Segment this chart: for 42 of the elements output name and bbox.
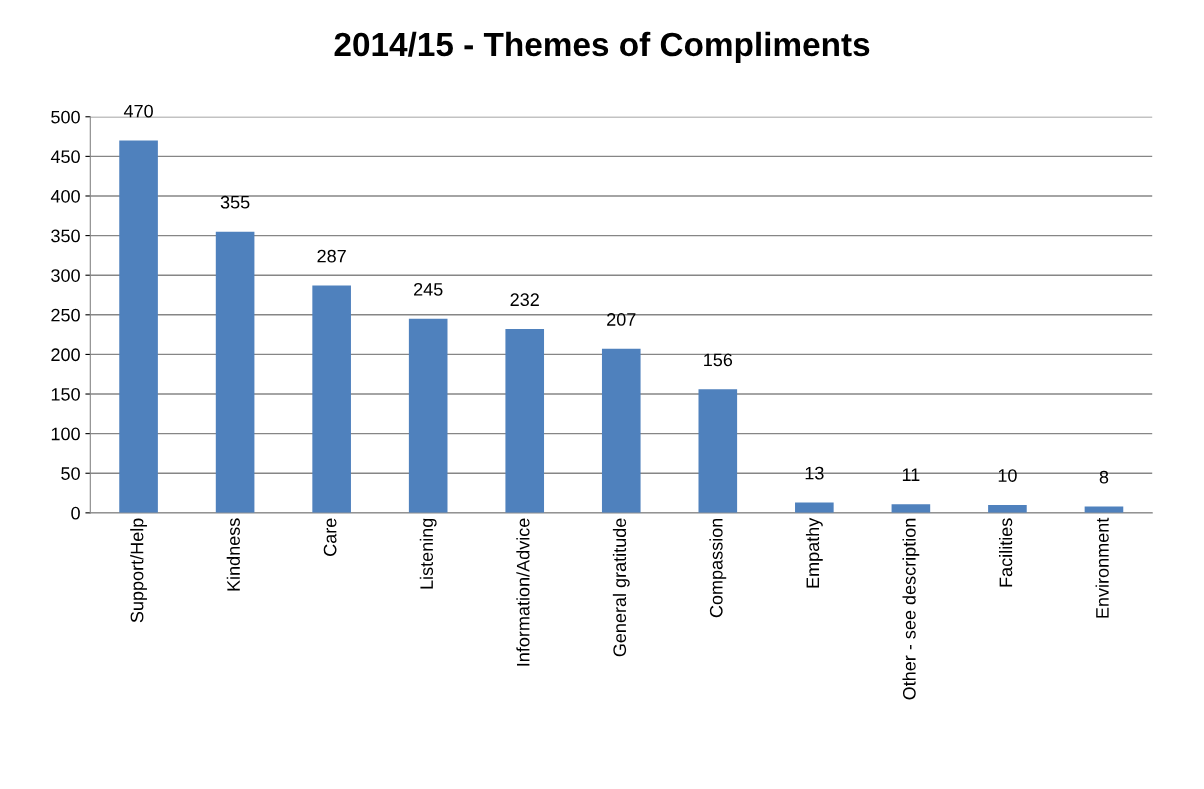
data-label: 470	[123, 104, 153, 118]
y-tick-label: 500	[51, 110, 80, 124]
data-label: 355	[220, 195, 250, 209]
y-tick-label: 200	[51, 348, 80, 362]
x-tick-label: Empathy	[805, 517, 823, 588]
y-tick-label: 300	[51, 269, 80, 282]
data-label: 11	[902, 468, 920, 481]
data-label: 8	[1099, 470, 1109, 484]
bar	[698, 389, 738, 513]
bar	[505, 329, 545, 513]
bar	[601, 348, 641, 513]
bar	[215, 231, 255, 513]
data-label: 287	[317, 249, 346, 263]
bar	[119, 140, 158, 513]
x-tick-label: Kindness	[226, 518, 240, 591]
y-tick-label: 0	[71, 506, 80, 520]
data-label: 13	[805, 466, 824, 480]
y-tick-label: 150	[51, 387, 80, 401]
x-tick-label: Environment	[1095, 517, 1109, 618]
data-label: 156	[704, 353, 733, 367]
data-label: 245	[414, 282, 443, 296]
y-tick-label: 50	[61, 467, 80, 480]
bar	[408, 318, 448, 513]
y-tick-label: 450	[50, 150, 80, 164]
chart-title: 2014/15 - Themes of Compliments	[334, 31, 870, 63]
y-tick-label: 250	[51, 308, 80, 322]
data-label: 207	[607, 313, 636, 326]
y-tick-label: 100	[51, 427, 80, 441]
x-tick-label: Facilities	[999, 518, 1013, 587]
x-tick-label: Care	[323, 518, 337, 556]
y-tick-label: 350	[51, 229, 80, 243]
x-tick-label: General gratitude	[612, 518, 630, 657]
x-tick-label: Compassion	[709, 518, 727, 618]
y-tick-label: 400	[50, 189, 80, 203]
bar	[891, 504, 931, 513]
x-tick-label: Support/Help	[130, 518, 147, 623]
x-tick-label: Information/Advice	[516, 518, 530, 666]
data-label: 232	[510, 293, 539, 307]
bar	[312, 285, 351, 513]
data-label: 10	[998, 469, 1017, 482]
x-tick-label: Listening	[419, 518, 437, 589]
x-tick-label: Other - see description	[902, 518, 920, 700]
